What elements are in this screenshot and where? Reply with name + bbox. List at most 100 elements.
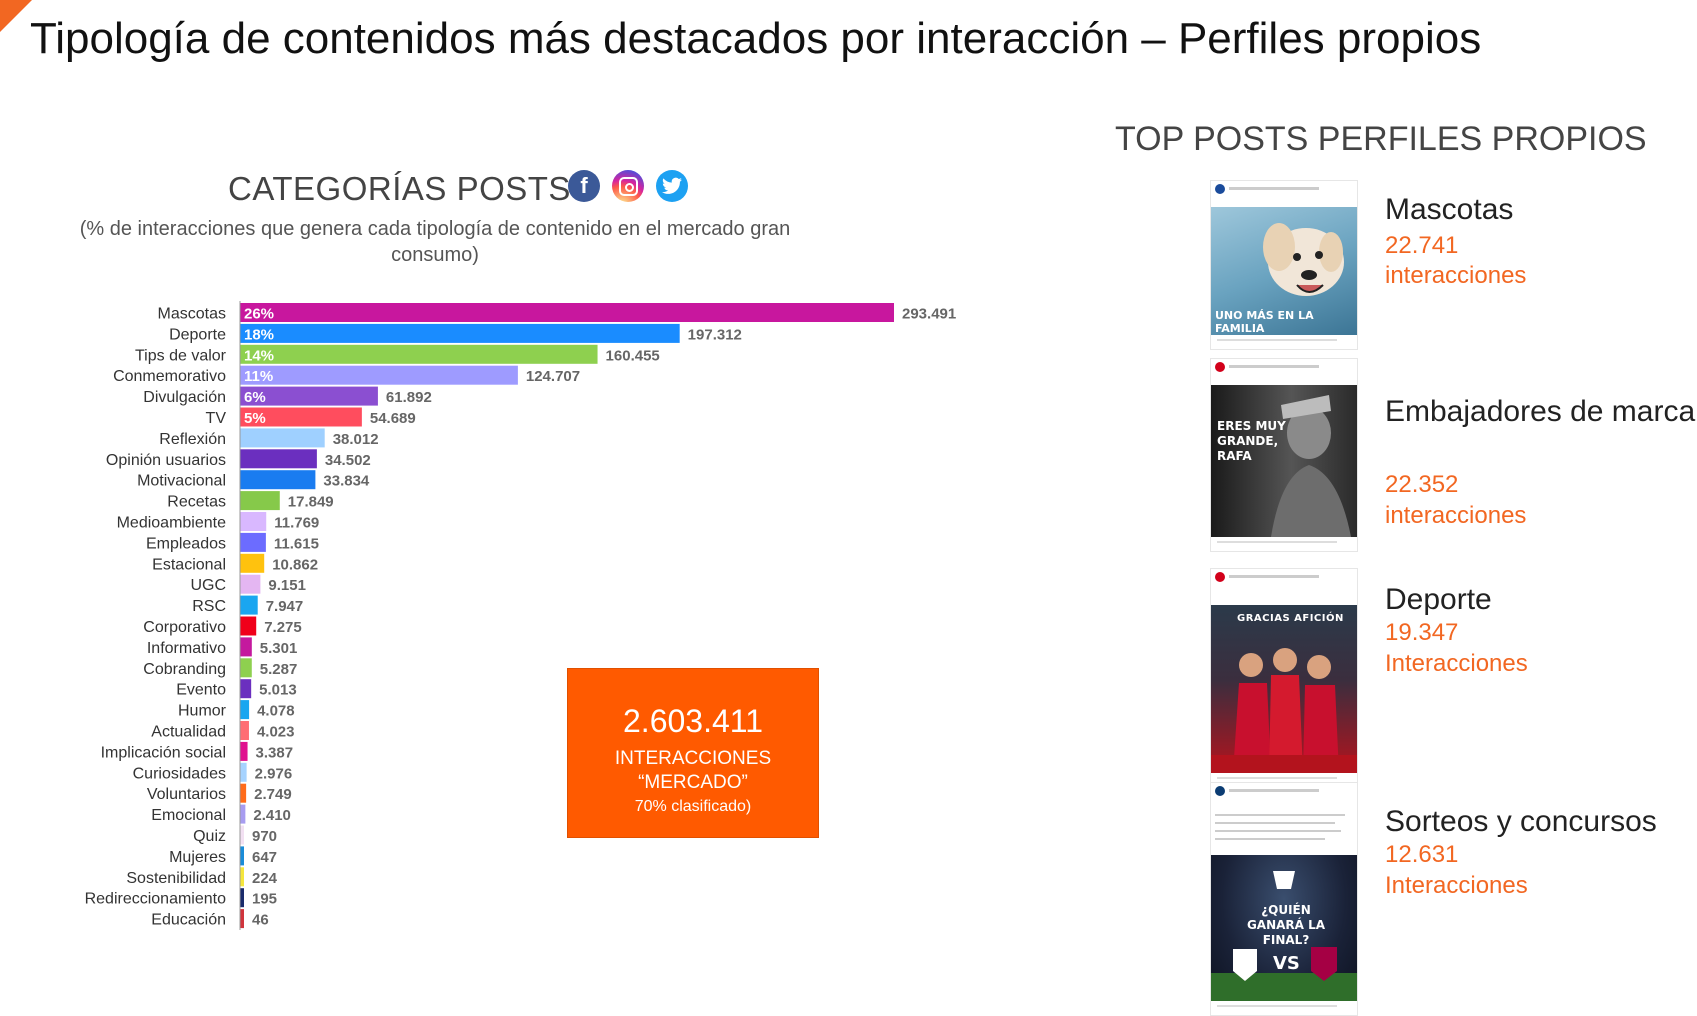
category-label: Informativo xyxy=(147,640,226,657)
category-label: Empleados xyxy=(146,535,226,552)
post-image-caption: ERES MUY GRANDE, RAFA xyxy=(1217,419,1286,463)
post-thumbnail-embajadores[interactable]: ERES MUY GRANDE, RAFA xyxy=(1210,358,1358,552)
value-label: 5.287 xyxy=(260,661,298,678)
category-label: Motivacional xyxy=(137,473,226,490)
bar xyxy=(240,470,316,490)
bar xyxy=(240,679,252,699)
percent-label: 14% xyxy=(244,347,274,364)
post-thumbnail-mascotas[interactable]: UNO MÁS EN LA FAMILIA xyxy=(1210,180,1358,350)
value-label: 10.862 xyxy=(272,556,318,573)
category-label: Redireccionamiento xyxy=(85,891,227,908)
percent-label: 6% xyxy=(244,389,266,406)
bar xyxy=(240,344,598,364)
bar xyxy=(240,323,680,343)
bar xyxy=(240,637,252,657)
top-post-label: Interacciones xyxy=(1385,872,1528,899)
bar xyxy=(240,804,246,824)
chart-subtitle: (% de interacciones que genera cada tipo… xyxy=(79,218,791,266)
value-label: 4.023 xyxy=(257,724,295,741)
bar xyxy=(240,846,244,866)
bar xyxy=(240,888,244,908)
category-label: TV xyxy=(206,410,227,427)
svg-text:VS: VS xyxy=(1273,953,1300,974)
value-label: 38.012 xyxy=(333,431,379,448)
top-post-value: 19.347 xyxy=(1385,619,1459,646)
value-label: 17.849 xyxy=(288,494,334,511)
value-label: 124.707 xyxy=(526,368,580,385)
post-header xyxy=(1211,783,1357,855)
category-label: Mascotas xyxy=(158,306,226,323)
category-label: Curiosidades xyxy=(133,765,226,782)
post-image-caption: GRACIAS AFICIÓN xyxy=(1237,613,1344,624)
value-label: 7.275 xyxy=(264,619,302,636)
percent-label: 11% xyxy=(244,368,273,385)
post-footer xyxy=(1211,1005,1357,1015)
total-value: 2.603.411 xyxy=(623,703,763,739)
total-interactions-box: 2.603.411 INTERACCIONES “MERCADO” 70% cl… xyxy=(567,668,819,838)
category-label: Medioambiente xyxy=(117,515,227,532)
category-label: UGC xyxy=(190,577,226,594)
post-header xyxy=(1211,181,1357,207)
bar xyxy=(240,762,247,782)
bar xyxy=(240,512,267,531)
bar xyxy=(240,721,249,740)
value-label: 2.976 xyxy=(255,765,293,782)
top-post-value: 22.352 xyxy=(1385,471,1459,498)
top-post-category: Deporte xyxy=(1385,583,1492,616)
team-photo xyxy=(1211,648,1357,773)
value-label: 11.615 xyxy=(274,535,319,552)
value-label: 9.151 xyxy=(268,577,306,594)
value-label: 11.769 xyxy=(274,515,319,532)
bar xyxy=(240,574,261,594)
value-label: 224 xyxy=(252,870,278,887)
value-label: 3.387 xyxy=(256,744,294,761)
post-thumbnail-deporte[interactable]: GRACIAS AFICIÓN xyxy=(1210,568,1358,788)
category-label: Divulgación xyxy=(143,389,226,406)
value-label: 195 xyxy=(252,891,277,908)
post-image: GRACIAS AFICIÓN xyxy=(1211,605,1357,773)
bar xyxy=(240,449,317,469)
category-label: Actualidad xyxy=(151,724,226,741)
category-label: Sostenibilidad xyxy=(126,870,226,887)
top-post-category: Embajadores de marca xyxy=(1385,395,1696,428)
top-post-label: interacciones xyxy=(1385,502,1527,529)
value-label: 7.947 xyxy=(266,598,304,615)
category-label: Opinión usuarios xyxy=(106,452,226,469)
bar xyxy=(240,428,325,448)
post-image-caption: ¿QUIÉN GANARÁ LA FINAL? xyxy=(1246,903,1326,947)
value-label: 4.078 xyxy=(257,703,295,720)
top-posts-heading: TOP POSTS PERFILES PROPIOS xyxy=(1115,120,1647,158)
post-image: VS ¿QUIÉN GANARÁ LA FINAL? xyxy=(1211,855,1357,1001)
post-footer xyxy=(1211,541,1357,551)
category-label: Reflexión xyxy=(159,431,226,448)
value-label: 197.312 xyxy=(688,326,742,343)
post-thumbnail-sorteos[interactable]: VS ¿QUIÉN GANARÁ LA FINAL? xyxy=(1210,782,1358,1016)
instagram-icon xyxy=(612,170,644,202)
total-label-1: INTERACCIONES xyxy=(614,748,772,769)
percent-label: 26% xyxy=(244,306,274,323)
post-image: ERES MUY GRANDE, RAFA xyxy=(1211,385,1357,537)
category-label: Evento xyxy=(176,682,226,699)
bar xyxy=(240,595,258,615)
top-post-value: 12.631 xyxy=(1385,841,1459,868)
post-image: UNO MÁS EN LA FAMILIA xyxy=(1211,207,1357,335)
category-label: Recetas xyxy=(167,494,226,511)
bar xyxy=(240,491,280,511)
post-header xyxy=(1211,569,1357,605)
categories-heading: CATEGORÍAS POSTS xyxy=(228,170,571,207)
value-label: 46 xyxy=(252,912,269,929)
category-label: Conmemorativo xyxy=(113,368,226,385)
category-label: Humor xyxy=(178,703,227,720)
post-header xyxy=(1211,359,1357,385)
post-footer xyxy=(1211,339,1357,349)
bar xyxy=(240,700,250,720)
value-label: 5.301 xyxy=(260,640,298,657)
category-label: Corporativo xyxy=(143,619,226,636)
top-post-value: 22.741 xyxy=(1385,232,1459,259)
value-label: 2.410 xyxy=(253,807,291,824)
value-label: 34.502 xyxy=(325,452,371,469)
top-post-category: Mascotas xyxy=(1385,193,1514,226)
bar xyxy=(240,658,252,678)
top-post-category: Sorteos y concursos xyxy=(1385,805,1657,838)
categories-bar-chart: Mascotas 26% 293.491 Deporte 18% 197.312 Tips … xyxy=(85,301,956,930)
